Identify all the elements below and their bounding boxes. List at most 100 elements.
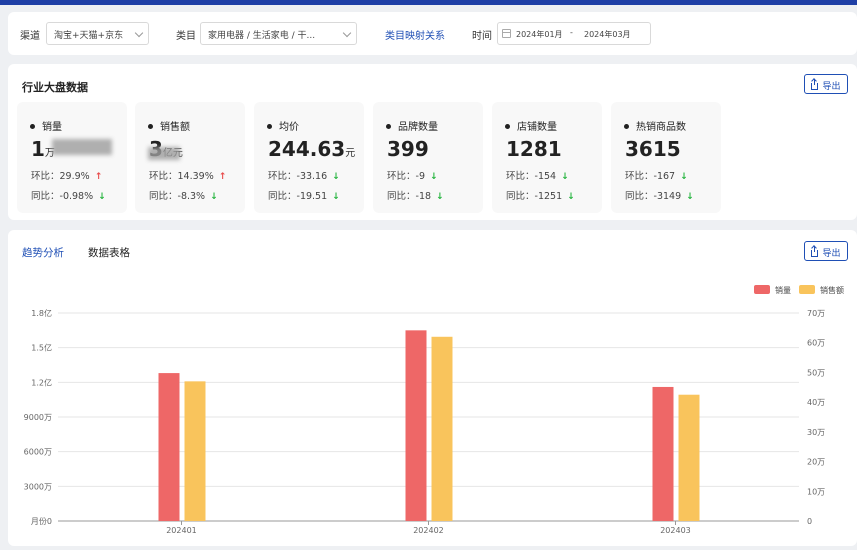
metric-unit: 万 [44,148,55,159]
yoy-value: -3149 [653,191,682,202]
mom-row: 环比：14.39% ↑ [149,168,226,182]
yoy-row: 同比：-8.3% ↓ [149,188,218,202]
category-mapping-link[interactable]: 类目映射关系 [385,31,445,42]
yoy-value: -18 [415,191,432,202]
trend-panel: 趋势分析 数据表格 导出 销量 销售额 月份0 3000万 6000万 9000万 1.… [8,230,857,546]
metric-name: 品牌数量 [386,118,438,133]
y-axis-right-tick: 70万 [807,309,825,318]
date-separator: - [570,28,573,37]
metric-card: 销量 1万 环比：29.9% ↑ 同比：-0.98% ↓ [17,102,127,213]
metric-card: 店铺数量 1281 环比：-154 ↓ 同比：-1251 ↓ [492,102,602,213]
trend-export-button[interactable]: 导出 [804,241,848,261]
y-axis-right-tick: 10万 [807,487,825,496]
bar-sales-volume [405,330,427,521]
overview-export-button[interactable]: 导出 [804,74,848,94]
bar-sales-amount [678,394,700,521]
category-select[interactable]: 家用电器 / 生活家电 / 干... [200,22,357,45]
yoy-row: 同比：-0.98% ↓ [31,188,106,202]
mom-value: 14.39% [177,171,214,182]
metric-value: 1281 [506,137,562,161]
calendar-icon [502,29,511,38]
bar-sales-volume [652,386,674,521]
date-range-picker[interactable]: 2024年01月 - 2024年03月 [497,22,651,45]
y-axis-right-tick: 0 [807,517,812,526]
trend-bar-chart: 月份0 3000万 6000万 9000万 1.2亿 1.5亿 1.8亿 0 10万 20万 30万… [24,308,826,535]
y-axis-right-tick: 40万 [807,398,825,407]
mom-label: 环比： [506,171,535,182]
metric-card: 均价 244.63元 环比：-33.16 ↓ 同比：-19.51 ↓ [254,102,364,213]
legend-swatch [799,285,815,294]
yoy-label: 同比： [387,191,416,202]
yoy-value: -1251 [534,191,563,202]
legend-sales-amount[interactable]: 销售额 [799,285,844,296]
mom-value: -33.16 [296,171,328,182]
metric-name: 销售额 [148,118,190,133]
legend-swatch [754,285,770,294]
redaction-blur [148,147,180,160]
arrow-down-icon: ↓ [686,192,694,202]
mom-row: 环比：-33.16 ↓ [268,168,340,182]
metric-name: 热销商品数 [624,118,686,133]
channel-select[interactable]: 淘宝+天猫+京东 [46,22,149,45]
bar-sales-amount [184,381,206,521]
metric-number: 1281 [506,137,562,161]
channel-value: 淘宝+天猫+京东 [54,31,124,41]
upload-icon [811,79,819,90]
mom-value: -9 [415,171,425,182]
bar-sales-amount [431,336,453,521]
tab-data-table[interactable]: 数据表格 [88,247,130,259]
time-label: 时间 [472,31,492,42]
yoy-label: 同比： [268,191,297,202]
x-axis-label: 202402 [413,526,444,535]
y-axis-left-tick: 9000万 [24,413,52,422]
mom-label: 环比： [387,171,416,182]
y-axis-left-tick: 6000万 [24,448,52,457]
top-accent-bar [0,0,857,5]
arrow-down-icon: ↓ [210,192,218,202]
y-axis-left-tick: 3000万 [24,482,52,491]
export-label: 导出 [822,249,841,259]
x-axis-label: 202401 [166,526,197,535]
arrow-down-icon: ↓ [98,192,106,202]
metric-value: 1万 [31,137,55,161]
yoy-row: 同比：-19.51 ↓ [268,188,340,202]
metric-value: 399 [387,137,429,161]
upload-icon [811,246,819,257]
tab-trend-analysis[interactable]: 趋势分析 [22,247,64,259]
yoy-value: -19.51 [296,191,328,202]
yoy-label: 同比： [149,191,178,202]
mom-label: 环比： [31,171,60,182]
yoy-row: 同比：-1251 ↓ [506,188,575,202]
y-axis-right-tick: 30万 [807,428,825,437]
mom-label: 环比： [149,171,178,182]
mom-row: 环比：29.9% ↑ [31,168,102,182]
overview-title: 行业大盘数据 [22,81,88,94]
arrow-down-icon: ↓ [436,192,444,202]
arrow-down-icon: ↓ [680,172,688,182]
yoy-row: 同比：-18 ↓ [387,188,444,202]
metric-number: 244.63 [268,137,346,161]
export-label: 导出 [822,82,841,92]
metric-number: 1 [31,137,45,161]
date-start[interactable]: 2024年01月 [516,30,563,39]
arrow-down-icon: ↓ [567,192,575,202]
metric-value: 3615 [625,137,681,161]
yoy-label: 同比： [506,191,535,202]
legend-label: 销量 [775,286,791,295]
chevron-down-icon [342,28,352,38]
legend-sales-volume[interactable]: 销量 [754,285,791,296]
industry-overview-panel: 行业大盘数据 导出 销量1万环比：29.9%↑同比：-0.98%↓销售额3亿元环… [8,64,857,220]
mom-value: -167 [653,171,676,182]
metric-number: 3615 [625,137,681,161]
metric-number: 399 [387,137,429,161]
filter-bar: 渠道 淘宝+天猫+京东 类目 家用电器 / 生活家电 / 干... 类目映射关系… [8,12,857,55]
metric-value: 244.63元 [268,137,355,161]
category-label: 类目 [176,31,196,42]
y-axis-left-tick: 1.8亿 [31,308,52,318]
chevron-down-icon [134,28,144,38]
yoy-label: 同比： [31,191,60,202]
mom-value: -154 [534,171,557,182]
date-end[interactable]: 2024年03月 [584,30,631,39]
y-axis-right-tick: 60万 [807,339,825,348]
y-axis-left-tick: 1.2亿 [31,377,52,387]
